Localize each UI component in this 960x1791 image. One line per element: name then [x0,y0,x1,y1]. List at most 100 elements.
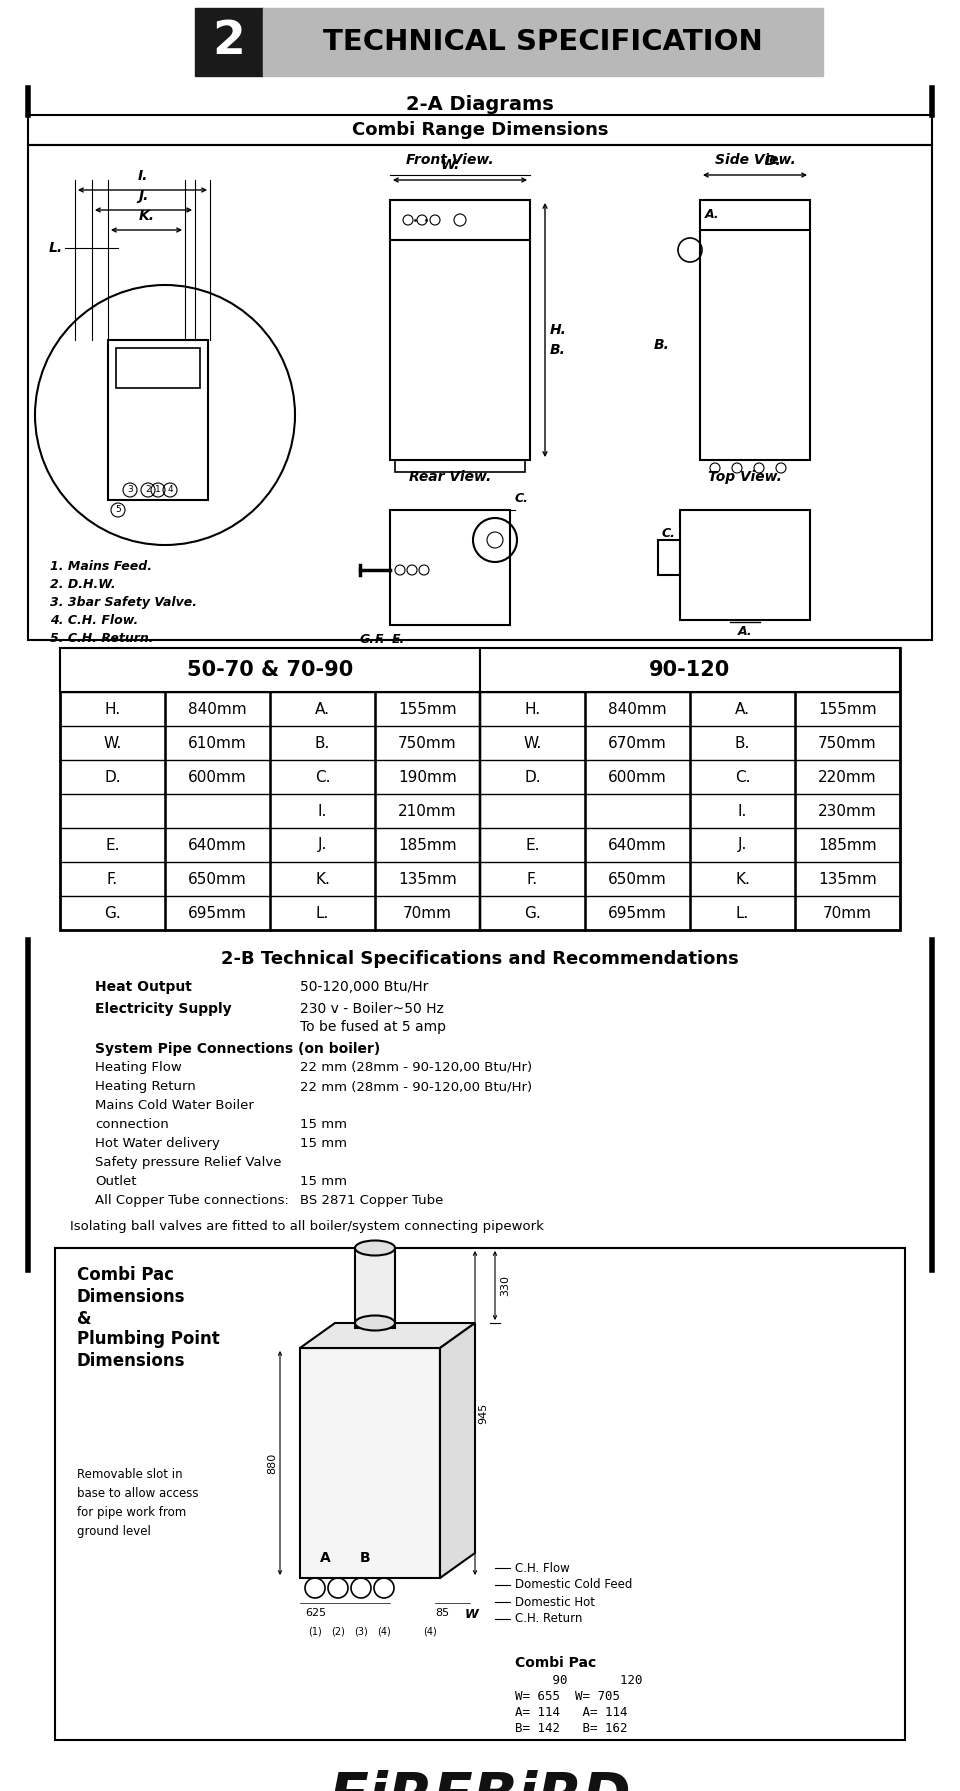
Text: L.: L. [735,906,749,921]
Text: 750mm: 750mm [818,736,876,750]
Text: F.: F. [375,632,386,647]
Text: G.: G. [104,906,121,921]
Text: D.: D. [524,770,540,784]
Bar [195,7,263,75]
Bar [116,347,200,389]
Text: 2-A Diagrams: 2-A Diagrams [406,95,554,115]
Text: 625: 625 [305,1608,326,1617]
Text: 220mm: 220mm [818,770,876,784]
Ellipse shape [355,1241,395,1255]
Text: K.: K. [735,872,750,887]
Text: C.H. Flow: C.H. Flow [515,1562,569,1574]
Text: J.: J. [318,838,327,853]
Text: 670mm: 670mm [608,736,667,750]
Text: 2-B Technical Specifications and Recommendations: 2-B Technical Specifications and Recomme… [221,949,739,967]
Text: Mains Cold Water Boiler: Mains Cold Water Boiler [95,1100,253,1112]
Text: Combi Pac: Combi Pac [515,1657,596,1669]
Text: Heat Output: Heat Output [95,980,192,994]
Text: Plumbing Point: Plumbing Point [77,1331,220,1349]
Text: W.: W. [104,736,122,750]
Text: 15 mm: 15 mm [300,1175,347,1187]
Text: C.: C. [315,770,330,784]
Text: 135mm: 135mm [818,872,876,887]
Text: 85: 85 [435,1608,449,1617]
Text: 230mm: 230mm [818,804,876,818]
Text: 2. D.H.W.: 2. D.H.W. [50,578,115,591]
Text: Hot Water delivery: Hot Water delivery [95,1137,220,1150]
Text: 1. Mains Feed.: 1. Mains Feed. [50,561,152,573]
Text: C.: C. [515,493,529,505]
Text: K.: K. [315,872,330,887]
Text: 50-120,000 Btu/Hr: 50-120,000 Btu/Hr [300,980,428,994]
Text: Dimensions: Dimensions [77,1288,185,1306]
Text: L.: L. [316,906,329,921]
Bar [60,648,900,930]
Text: 230 v - Boiler~50 Hz: 230 v - Boiler~50 Hz [300,1001,444,1015]
Text: 4. C.H. Flow.: 4. C.H. Flow. [50,614,138,627]
Text: 22 mm (28mm - 90-120,00 Btu/Hr): 22 mm (28mm - 90-120,00 Btu/Hr) [300,1060,532,1075]
Text: 750mm: 750mm [398,736,457,750]
Bar [263,7,823,75]
Text: B.: B. [550,344,565,356]
Bar [55,1248,905,1741]
Text: J.: J. [738,838,747,853]
Text: C.: C. [661,527,675,541]
Text: 135mm: 135mm [398,872,457,887]
Text: 22 mm (28mm - 90-120,00 Btu/Hr): 22 mm (28mm - 90-120,00 Btu/Hr) [300,1080,532,1093]
Text: Safety pressure Relief Valve: Safety pressure Relief Valve [95,1155,281,1170]
Text: 90-120: 90-120 [649,661,731,681]
Text: 840mm: 840mm [609,702,667,716]
Bar [390,201,530,460]
Bar [390,510,510,625]
Text: TECHNICAL SPECIFICATION: TECHNICAL SPECIFICATION [324,29,763,56]
Text: A: A [320,1551,330,1565]
Text: E.: E. [392,632,405,647]
Text: 185mm: 185mm [818,838,876,853]
Text: FiREBiRD: FiREBiRD [328,1770,632,1791]
Text: I.: I. [318,804,327,818]
Bar [395,460,525,473]
Text: A= 114   A= 114: A= 114 A= 114 [515,1707,628,1719]
Text: L.: L. [49,242,63,254]
Text: 610mm: 610mm [188,736,247,750]
Bar [680,510,810,620]
Text: 650mm: 650mm [608,872,667,887]
Text: Combi Pac: Combi Pac [77,1266,174,1284]
Text: W.: W. [441,158,460,172]
Text: 15 mm: 15 mm [300,1137,347,1150]
Text: K.: K. [138,210,155,224]
Text: W: W [465,1608,479,1621]
Text: 695mm: 695mm [608,906,667,921]
Text: I.: I. [137,168,148,183]
Text: F.: F. [107,872,118,887]
Text: 600mm: 600mm [188,770,247,784]
Text: Outlet: Outlet [95,1175,136,1187]
Text: G.: G. [524,906,540,921]
Text: &: & [77,1309,91,1327]
Text: 50-70 & 70-90: 50-70 & 70-90 [187,661,353,681]
Text: 330: 330 [500,1275,510,1297]
Text: 70mm: 70mm [823,906,872,921]
Text: D.: D. [105,770,121,784]
Text: F.: F. [527,872,538,887]
Bar [28,145,932,639]
Bar [300,1349,440,1578]
Text: 880: 880 [267,1453,277,1474]
Text: (3): (3) [354,1626,368,1635]
Text: B= 142   B= 162: B= 142 B= 162 [515,1721,628,1735]
Text: A.: A. [735,702,750,716]
Text: 945: 945 [478,1402,488,1424]
Polygon shape [440,1324,475,1578]
Text: Domestic Hot: Domestic Hot [515,1596,595,1608]
Text: 2: 2 [145,485,151,494]
Polygon shape [300,1324,475,1349]
Text: Top View.: Top View. [708,469,782,484]
Bar [658,541,680,575]
Bar [355,1248,395,1327]
Text: connection: connection [95,1118,169,1130]
Text: E.: E. [525,838,540,853]
Text: BS 2871 Copper Tube: BS 2871 Copper Tube [300,1195,444,1207]
Text: 600mm: 600mm [608,770,667,784]
Text: Combi Range Dimensions: Combi Range Dimensions [351,122,609,140]
Text: Heating Flow: Heating Flow [95,1060,181,1075]
